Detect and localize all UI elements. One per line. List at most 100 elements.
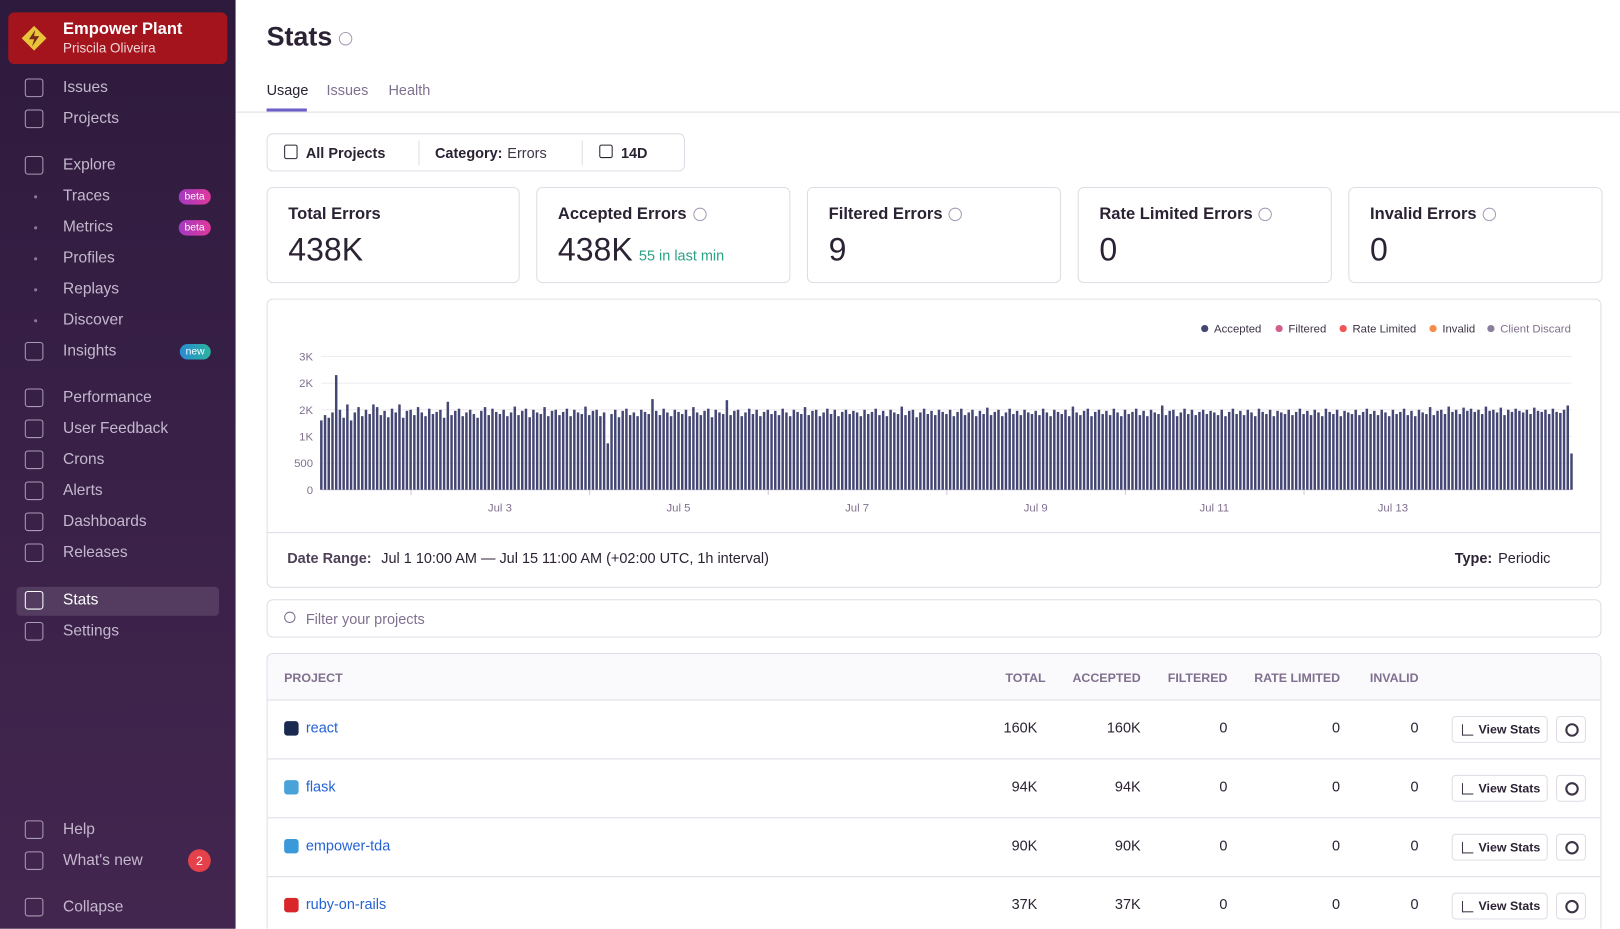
bar <box>1310 415 1312 490</box>
view-stats-button[interactable]: View Stats <box>1452 716 1548 743</box>
bar <box>1276 411 1278 490</box>
nav-item[interactable]: Explore <box>25 152 221 179</box>
nav-item[interactable]: Metricsbeta <box>25 214 221 241</box>
nav-item[interactable]: Dashboards <box>25 508 221 535</box>
settings-button[interactable] <box>1556 834 1586 861</box>
stat-card: Total Errors438K <box>267 187 520 283</box>
help-icon[interactable] <box>693 208 706 221</box>
category-filter[interactable]: Errors <box>507 145 546 162</box>
tab[interactable]: Usage <box>267 82 309 99</box>
bar <box>997 410 999 490</box>
bar <box>923 409 925 490</box>
nav-bullet <box>34 195 37 198</box>
nav-item[interactable]: What's new2 <box>25 847 221 874</box>
tab[interactable]: Issues <box>326 82 368 99</box>
bar <box>1362 412 1364 490</box>
project-link[interactable]: flask <box>306 778 336 795</box>
type-select[interactable]: Periodic <box>1498 550 1550 567</box>
bar <box>1172 410 1174 490</box>
bar <box>1243 415 1245 490</box>
project-link[interactable]: ruby-on-rails <box>306 896 386 913</box>
view-stats-button[interactable]: View Stats <box>1452 775 1548 802</box>
nav-bullet <box>34 257 37 260</box>
view-stats-button[interactable]: View Stats <box>1452 893 1548 920</box>
settings-button[interactable] <box>1556 893 1586 920</box>
bar <box>930 411 932 490</box>
bar <box>1537 411 1539 490</box>
bar <box>1314 410 1316 490</box>
bar <box>1429 407 1431 490</box>
cell: 90K <box>1012 837 1038 854</box>
bar <box>1407 415 1409 490</box>
nav-bullet <box>34 319 37 322</box>
bar <box>383 411 385 490</box>
nav-icon <box>25 450 44 469</box>
org-name: Empower Plant <box>63 21 182 40</box>
nav-item[interactable]: Performance <box>25 384 221 411</box>
bar <box>882 411 884 490</box>
bar <box>886 416 888 490</box>
nav-item[interactable]: Discover <box>25 307 221 334</box>
help-icon[interactable] <box>1259 208 1272 221</box>
search-input[interactable]: Filter your projects <box>267 599 1602 637</box>
bar <box>986 408 988 490</box>
view-stats-button[interactable]: View Stats <box>1452 834 1548 861</box>
project-link[interactable]: empower-tda <box>306 837 390 854</box>
nav-item[interactable]: Insightsnew <box>25 338 221 365</box>
bar <box>1127 414 1129 490</box>
bar <box>800 414 802 490</box>
project-link[interactable]: react <box>306 719 338 736</box>
help-icon[interactable] <box>1483 208 1496 221</box>
bar <box>1087 409 1089 490</box>
bar <box>1440 410 1442 490</box>
bar <box>845 410 847 490</box>
bar <box>718 412 720 489</box>
settings-button[interactable] <box>1556 716 1586 743</box>
period-filter[interactable]: 14D <box>621 145 648 162</box>
nav-item[interactable]: Crons <box>25 446 221 473</box>
bar <box>904 415 906 490</box>
project-filter[interactable]: All Projects <box>306 145 386 162</box>
gear-icon <box>1565 900 1578 913</box>
nav-item[interactable]: Tracesbeta <box>25 183 221 210</box>
y-tick-label: 0 <box>307 485 313 497</box>
bar <box>1254 416 1256 490</box>
column-header[interactable]: TOTAL <box>1005 671 1045 685</box>
help-icon[interactable] <box>949 208 962 221</box>
nav-item[interactable]: User Feedback <box>25 415 221 442</box>
x-tick-label: Jul 13 <box>1378 502 1408 514</box>
bar <box>897 414 899 490</box>
bar <box>1518 411 1520 490</box>
bar <box>636 416 638 490</box>
nav-item[interactable]: Help <box>25 816 221 843</box>
card-value-text: 0 <box>1099 231 1117 267</box>
nav-item[interactable]: Stats <box>17 587 220 616</box>
nav-item[interactable]: Issues <box>25 74 221 101</box>
org-switcher[interactable]: Empower Plant Priscila Oliveira <box>8 12 227 64</box>
nav-item[interactable]: Alerts <box>25 477 221 504</box>
bar <box>1380 410 1382 490</box>
bar <box>1514 409 1516 490</box>
nav-item[interactable]: Projects <box>25 105 221 132</box>
nav-item[interactable]: Collapse <box>25 894 221 921</box>
nav-item[interactable]: Settings <box>25 618 221 645</box>
nav-item[interactable]: Releases <box>25 539 221 566</box>
bar <box>584 407 586 490</box>
bar <box>1410 411 1412 490</box>
nav-label: Help <box>63 816 95 843</box>
nav-item[interactable]: Replays <box>25 276 221 303</box>
gear-icon <box>1565 723 1578 736</box>
bar <box>1146 416 1148 490</box>
y-tick-label: 500 <box>294 458 313 470</box>
bar <box>793 410 795 490</box>
bar <box>469 410 471 490</box>
bar <box>1563 410 1565 490</box>
settings-button[interactable] <box>1556 775 1586 802</box>
bar <box>1436 411 1438 490</box>
help-icon[interactable] <box>338 32 351 45</box>
bar <box>912 410 914 490</box>
bar <box>1191 410 1193 490</box>
nav-item[interactable]: Profiles <box>25 245 221 272</box>
tab[interactable]: Health <box>388 82 430 99</box>
legend-label: Accepted <box>1214 324 1261 336</box>
